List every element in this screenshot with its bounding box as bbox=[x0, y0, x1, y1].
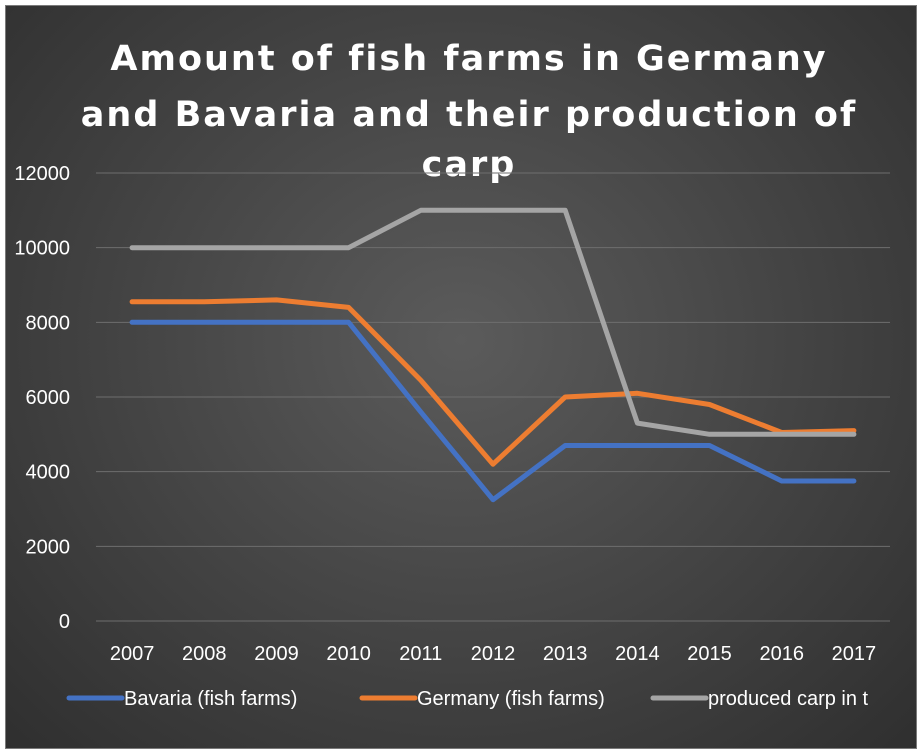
chart-title-line-3: carp bbox=[422, 145, 517, 185]
x-tick-label: 2015 bbox=[687, 643, 732, 665]
chart-title-line-1: Amount of fish farms in Germany bbox=[110, 39, 827, 79]
y-tick-label: 0 bbox=[59, 611, 70, 633]
x-tick-label: 2017 bbox=[832, 643, 877, 665]
y-axis: 0 2000 4000 6000 8000 10000 12000 bbox=[14, 163, 70, 633]
x-tick-label: 2013 bbox=[543, 643, 588, 665]
legend: Bavaria (fish farms) Germany (fish farms)… bbox=[66, 688, 869, 710]
y-tick-label: 12000 bbox=[14, 163, 70, 185]
legend-label: Bavaria (fish farms) bbox=[124, 688, 297, 710]
x-tick-label: 2008 bbox=[182, 643, 227, 665]
x-tick-label: 2007 bbox=[110, 643, 155, 665]
x-axis: 2007 2008 2009 2010 2011 2012 2013 2014 2015 2016… bbox=[110, 643, 876, 665]
x-tick-label: 2016 bbox=[759, 643, 804, 665]
y-tick-label: 8000 bbox=[26, 312, 71, 334]
x-tick-label: 2009 bbox=[254, 643, 299, 665]
legend-label: produced carp in t bbox=[708, 688, 869, 710]
x-tick-label: 2012 bbox=[471, 643, 516, 665]
series-line-1 bbox=[129, 319, 857, 503]
legend-label: Germany (fish farms) bbox=[417, 688, 605, 710]
gridlines bbox=[96, 172, 890, 622]
y-tick-label: 6000 bbox=[26, 387, 71, 409]
chart-area bbox=[5, 5, 917, 749]
chart-title-line-2: and Bavaria and their production of bbox=[81, 95, 857, 135]
y-tick-label: 10000 bbox=[14, 238, 70, 260]
series-line-3 bbox=[129, 207, 857, 437]
chart-title: Amount of fish farms in Germany and Bava… bbox=[81, 39, 857, 185]
y-tick-label: 4000 bbox=[26, 462, 71, 484]
x-tick-label: 2010 bbox=[326, 643, 371, 665]
series-line-2 bbox=[129, 297, 857, 467]
y-tick-label: 2000 bbox=[26, 536, 71, 558]
x-tick-label: 2014 bbox=[615, 643, 660, 665]
series-lines bbox=[129, 207, 857, 503]
x-tick-label: 2011 bbox=[399, 643, 442, 665]
